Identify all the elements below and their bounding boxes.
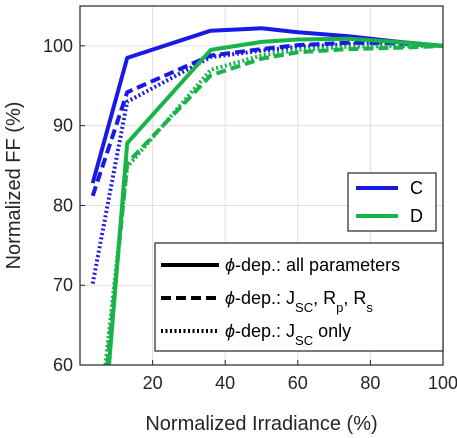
y-tick-label: 70 bbox=[53, 275, 73, 295]
legend-label-C: C bbox=[410, 178, 423, 198]
x-tick-label: 100 bbox=[428, 373, 457, 393]
y-tick-label: 100 bbox=[43, 36, 73, 56]
legend-samples-box bbox=[347, 172, 437, 232]
legend-samples: CD bbox=[347, 172, 437, 232]
y-tick-label: 60 bbox=[53, 355, 73, 375]
series-C-all bbox=[90, 26, 443, 184]
plot-frame bbox=[79, 5, 444, 366]
legend-models: ϕ-dep.: all parameters ϕ-dep.: JSC, Rp, R… bbox=[154, 242, 444, 352]
series-D-jsc_rp_rs bbox=[105, 43, 443, 365]
legend-label-dashed: ϕ-dep.: JSC, Rp, Rs bbox=[225, 288, 373, 315]
y-axis-label: Normalized FF (%) bbox=[3, 102, 25, 270]
x-axis-label: Normalized Irradiance (%) bbox=[145, 413, 377, 435]
x-tick-label: 20 bbox=[143, 373, 163, 393]
legend-label-dotted: ϕ-dep.: JSC only bbox=[225, 321, 351, 348]
series-lines bbox=[90, 26, 443, 365]
x-tick-label: 80 bbox=[360, 373, 380, 393]
legend-label-solid: ϕ-dep.: all parameters bbox=[225, 255, 400, 275]
y-tick-label: 90 bbox=[53, 116, 73, 136]
y-tick-label: 80 bbox=[53, 195, 73, 215]
series-D-all bbox=[107, 36, 443, 365]
series-C-jsc_only bbox=[90, 41, 443, 284]
x-tick-label: 40 bbox=[215, 373, 235, 393]
legend-label-D: D bbox=[410, 206, 423, 226]
axis-ticks: 20 40 60 80 100 60 70 80 90 100 bbox=[43, 36, 457, 393]
x-tick-label: 60 bbox=[288, 373, 308, 393]
series-group bbox=[90, 26, 443, 365]
